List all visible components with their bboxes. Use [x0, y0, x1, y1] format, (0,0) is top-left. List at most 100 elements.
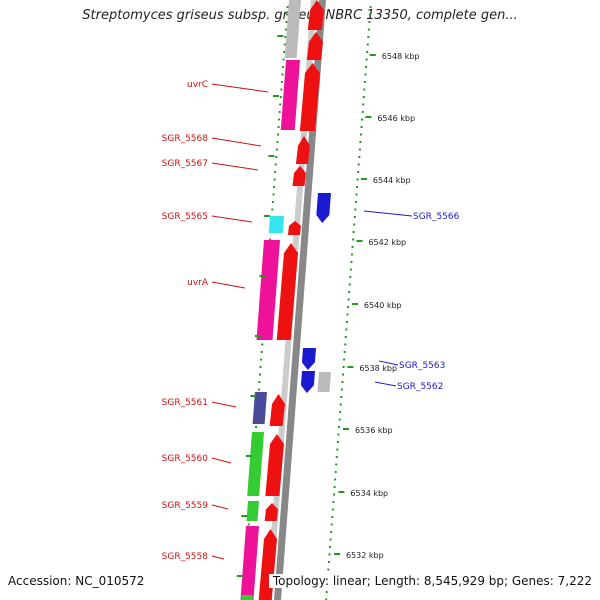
guide-dot: [334, 478, 337, 481]
ruler-tick-label: 6548 kbp: [382, 52, 420, 61]
guide-dot: [365, 66, 368, 68]
ruler-tick-label: 6542 kbp: [368, 238, 406, 247]
sgr-5566-label: SGR_5566: [413, 212, 460, 222]
guide-dot: [352, 238, 355, 241]
guide-dot: [361, 118, 364, 121]
ruler-tick-label: 6534 kbp: [350, 489, 388, 498]
guide-dot: [273, 178, 276, 181]
minor-tick: [268, 155, 275, 157]
guide-dot: [282, 66, 285, 68]
sgr-5562-callout-line: [374, 381, 397, 387]
guide-dot: [335, 463, 338, 466]
guide-dot: [363, 88, 366, 91]
guide-dot: [340, 396, 343, 398]
guide-dot: [353, 216, 356, 218]
guide-dot: [353, 223, 356, 226]
sgr-5566-gene-arrow: [316, 193, 331, 223]
guide-dot: [259, 366, 262, 368]
minor-tick: [254, 335, 261, 337]
uvra-gene-arrow: [276, 243, 298, 340]
guide-dot: [283, 43, 286, 46]
map-title: Streptomyces griseus subsp. griseus NBRC…: [82, 8, 518, 23]
minor-tick: [250, 395, 257, 397]
guide-dot: [367, 36, 370, 38]
sgr-5568-label: SGR_5568: [162, 134, 209, 144]
guide-dot: [337, 433, 340, 436]
accession-label: Accession: NC_010572: [8, 574, 145, 588]
uvrc-callout-line: [211, 83, 269, 93]
guide-dot: [369, 6, 372, 8]
guide-dot: [359, 133, 362, 136]
gene-features: [240, 0, 331, 600]
minor-tick: [263, 215, 270, 217]
sgr-5561-label: SGR_5561: [162, 398, 208, 408]
forward-gene-arrow: [306, 32, 323, 60]
sgr-5560-callout-line: [211, 457, 232, 464]
guide-dot: [338, 426, 341, 428]
sgr-5567-label: SGR_5567: [162, 159, 208, 169]
guide-dot: [274, 163, 277, 166]
guide-dot: [275, 148, 278, 151]
sgr-5560-gene-arrow: [265, 434, 284, 496]
guide-dot: [286, 6, 289, 8]
sgr-5566-callout-line: [363, 210, 413, 217]
guide-dot: [271, 208, 274, 211]
guide-dot: [247, 523, 250, 526]
sgr-5563-callout-line: [378, 360, 399, 366]
guide-dot: [330, 531, 333, 533]
guide-dot: [331, 516, 334, 518]
guide-dot: [341, 373, 344, 376]
sgr-5561-callout-line: [211, 401, 237, 408]
guide-dot: [351, 246, 354, 248]
sgr-5565-label: SGR_5565: [162, 212, 208, 222]
guide-dot: [257, 388, 260, 391]
ruler-tick: [360, 178, 367, 180]
uvra-label: uvrA: [187, 278, 209, 288]
minor-tick: [277, 35, 284, 37]
guide-dot: [331, 508, 334, 511]
sgr-5559-gene-arrow: [264, 503, 278, 521]
guide-dot: [325, 591, 328, 593]
uvra-callout-line: [211, 281, 246, 289]
guide-dot: [362, 96, 365, 98]
ruler-tick: [356, 240, 363, 242]
ruler-tick-label: 6540 kbp: [364, 301, 402, 310]
ruler-ticks: 6548 kbp 6546 kbp 6544 kbp 6542 kbp 6540 kbp…: [236, 35, 420, 577]
guide-dot: [336, 441, 339, 443]
guide-dot: [279, 103, 282, 106]
guide-dot: [364, 73, 367, 76]
guide-dot: [358, 148, 361, 151]
uvra-highlight: [256, 240, 280, 340]
minor-tick: [241, 515, 248, 517]
pseudo-gene-segment: [284, 0, 301, 58]
guide-dot: [336, 448, 339, 451]
right-track-dotted-line: [325, 6, 372, 600]
guide-dot: [348, 283, 351, 286]
minor-tick: [236, 575, 243, 577]
guide-dot: [271, 201, 274, 203]
sgr-5558-callout-line: [211, 555, 225, 560]
guide-dot: [352, 231, 355, 233]
guide-dot: [347, 298, 350, 301]
ruler-tick-label: 6532 kbp: [346, 551, 384, 560]
sgr-5565-highlight: [268, 216, 284, 233]
uvrc-label: uvrC: [187, 80, 208, 90]
guide-dot: [354, 208, 357, 211]
ruler-tick: [365, 116, 372, 118]
guide-dot: [357, 163, 360, 166]
guide-dot: [281, 73, 284, 76]
sgr-5562-gene-arrow: [300, 371, 315, 393]
guide-dot: [285, 21, 288, 23]
gene-callouts: uvrC SGR_5568 SGR_5567 SGR_5565 uvrA SGR_5561…: [162, 80, 460, 562]
ruler-tick: [333, 553, 340, 555]
guide-dot: [282, 58, 285, 61]
sgr-5568-gene-arrow: [295, 136, 310, 164]
sgr-5567-callout-line: [211, 162, 259, 171]
uvrc-highlight: [280, 60, 300, 130]
guide-dot: [334, 471, 337, 473]
ruler-tick: [338, 491, 345, 493]
guide-dot: [355, 193, 358, 196]
sgr-5563-label: SGR_5563: [399, 361, 445, 371]
uvrc-gene-arrow: [299, 63, 320, 131]
